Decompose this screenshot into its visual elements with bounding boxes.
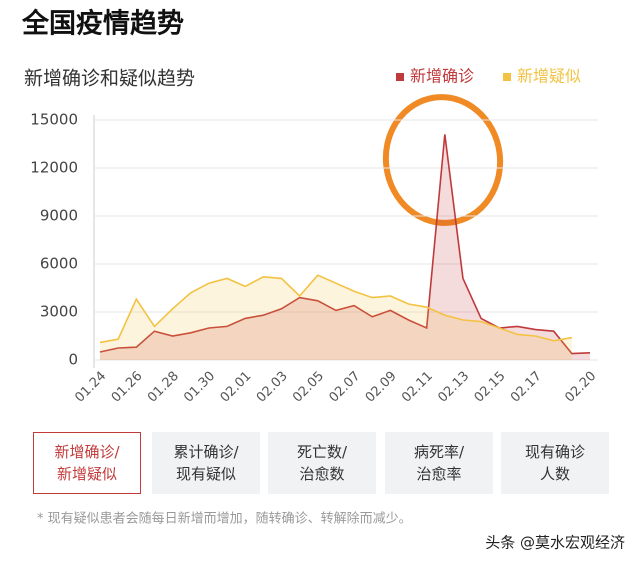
area: [100, 275, 572, 360]
legend-label: 新增确诊: [410, 67, 474, 86]
x-tick-label: 01.28: [145, 369, 182, 406]
legend-swatch: [503, 73, 511, 81]
tab[interactable]: 死亡数/治愈数: [268, 432, 376, 494]
tab[interactable]: 现有确诊 人数: [501, 432, 609, 494]
x-tick-label: 02.01: [218, 369, 255, 406]
tab-label: 现有确诊: [524, 443, 585, 461]
y-tick-label: 0: [68, 351, 78, 369]
tab-label: 治愈数: [299, 465, 345, 483]
page-title: 全国疫情趋势: [21, 8, 184, 40]
tab[interactable]: 病死率/治愈率: [385, 432, 493, 494]
line: [99, 134, 591, 355]
watermark: 头条 @莫水宏观经济: [485, 534, 625, 552]
x-tick-label: 02.09: [363, 369, 400, 406]
y-tick-label: 15000: [30, 111, 78, 129]
x-tick-label: 01.26: [109, 369, 146, 406]
x-tick-label: 02.15: [472, 369, 509, 406]
x-tick-label: 02.11: [399, 369, 436, 406]
tab-label: 人数: [539, 465, 570, 483]
x-tick-label: 01.30: [181, 369, 218, 406]
note: * 现有疑似患者会随每日新增而增加，随转确诊、转解除而减少。: [37, 511, 412, 527]
x-tick-label: 02.07: [326, 369, 363, 406]
line: [99, 274, 572, 344]
x-tick-label: 02.17: [508, 369, 545, 406]
tab[interactable]: 新增确诊/新增疑似: [33, 432, 141, 494]
y-tick-label: 6000: [40, 255, 78, 273]
y-tick-label: 3000: [40, 303, 78, 321]
tab-label: 新增疑似: [56, 465, 117, 483]
tab-label: 累计确诊/: [173, 443, 239, 461]
x-tick-label: 01.24: [72, 369, 109, 406]
x-tick-label: 02.03: [254, 369, 291, 406]
y-tick-label: 9000: [40, 207, 78, 225]
tab[interactable]: 累计确诊/现有疑似: [152, 432, 260, 494]
chart-title: 新增确诊和疑似趋势: [24, 68, 195, 90]
tab-label: 病死率/: [413, 443, 465, 461]
x-tick-label: 02.20: [562, 369, 599, 406]
x-tick-label: 02.13: [435, 369, 472, 406]
area: [100, 134, 590, 360]
x-tick-label: 02.05: [290, 369, 327, 406]
tab-label: 新增确诊/: [54, 443, 120, 461]
y-tick-label: 12000: [30, 159, 78, 177]
legend-label: 新增疑似: [517, 67, 581, 86]
tab-label: 死亡数/: [296, 443, 348, 461]
tab-label: 治愈率: [416, 465, 462, 483]
legend-swatch: [396, 73, 404, 81]
tab-label: 现有疑似: [175, 465, 236, 483]
